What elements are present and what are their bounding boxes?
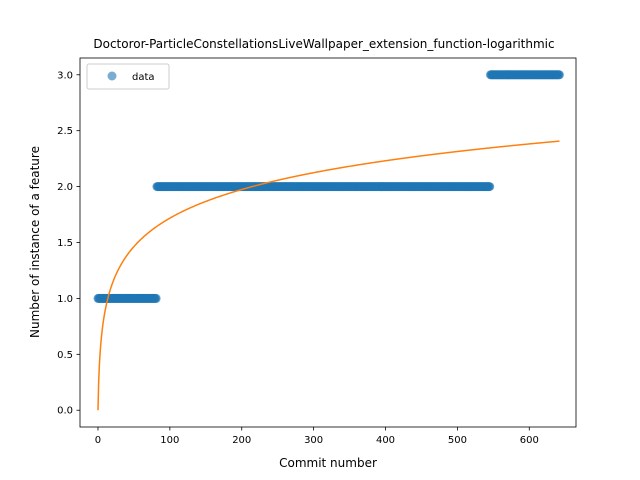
y-tick-label: 3.0: [57, 70, 73, 81]
y-tick-label: 1.5: [57, 238, 73, 249]
x-tick-label: 0: [95, 435, 101, 446]
x-axis-label: Commit number: [279, 456, 377, 470]
y-axis-label: Number of instance of a feature: [28, 146, 42, 338]
y-tick-label: 1.0: [57, 294, 73, 305]
x-tick-label: 500: [448, 435, 467, 446]
plot-marks: [93, 70, 564, 411]
data-point: [151, 293, 161, 303]
y-tick-label: 0.0: [57, 406, 73, 417]
plot-area: [80, 58, 576, 427]
legend-box: [86, 63, 170, 90]
x-tick-label: 400: [376, 435, 395, 446]
x-tick-label: 600: [520, 435, 539, 446]
y-tick-label: 2.5: [57, 126, 73, 137]
x-tick-label: 300: [304, 435, 323, 446]
plot-frame: [79, 57, 577, 428]
x-tick-label: 200: [232, 435, 251, 446]
y-tick-label: 0.5: [57, 350, 73, 361]
x-tick-label: 100: [160, 435, 179, 446]
chart-title: Doctoror-ParticleConstellationsLiveWallp…: [93, 37, 554, 51]
axes: 0 100 200 300 400 500 600 0.0 0.5 1.0 1.5 2.0 2.5 3.0: [57, 70, 539, 446]
legend: data: [86, 63, 170, 90]
legend-label-data: data: [132, 72, 155, 83]
data-point: [554, 70, 564, 80]
y-tick-label: 2.0: [57, 182, 73, 193]
legend-marker-data: [107, 71, 117, 81]
data-point: [485, 182, 495, 192]
fit-line: [97, 140, 560, 411]
